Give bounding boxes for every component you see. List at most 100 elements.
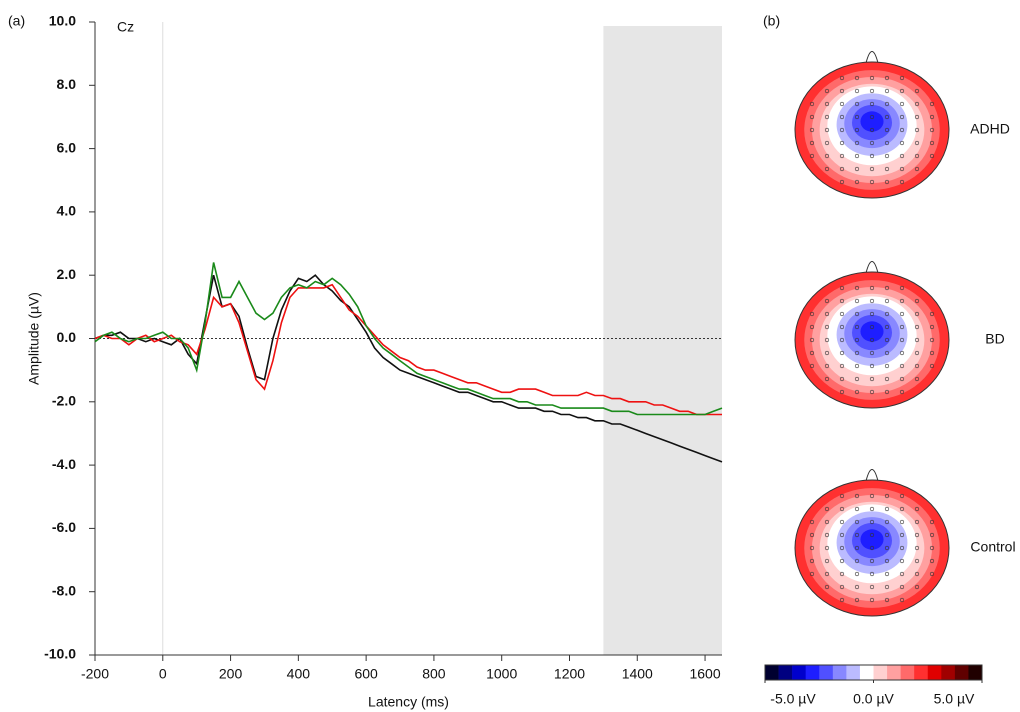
electrode	[854, 584, 860, 590]
electrode	[809, 324, 815, 330]
electrode	[914, 350, 920, 356]
head	[794, 479, 950, 617]
electrode	[914, 101, 920, 107]
electrode	[899, 75, 905, 81]
electrode	[854, 179, 860, 185]
electrode	[929, 114, 935, 120]
electrode	[914, 545, 920, 551]
electrode	[899, 179, 905, 185]
electrode	[809, 311, 815, 317]
y-tick-label: -10.0	[44, 646, 76, 662]
electrode	[824, 153, 830, 159]
y-tick-label: 10.0	[49, 13, 76, 29]
colorbar-label: 0.0 µV	[853, 691, 894, 707]
nose	[865, 469, 879, 482]
electrode	[809, 140, 815, 146]
x-axis-label: Latency (ms)	[368, 694, 449, 710]
electrode	[869, 140, 875, 146]
electrode	[869, 506, 875, 512]
electrode	[884, 101, 890, 107]
electrode	[809, 519, 815, 525]
x-tick-label: -200	[81, 666, 109, 682]
colorbar-step	[792, 665, 806, 680]
electrode	[809, 545, 815, 551]
electrode	[869, 389, 875, 395]
electrode	[899, 337, 905, 343]
electrode	[809, 114, 815, 120]
electrode	[914, 558, 920, 564]
electrode	[884, 493, 890, 499]
electrode	[884, 127, 890, 133]
y-tick-label: 6.0	[57, 139, 77, 155]
colorbar-step	[805, 665, 820, 680]
electrode	[899, 545, 905, 551]
electrode	[839, 597, 845, 603]
electrode	[899, 88, 905, 94]
electrode	[884, 311, 890, 317]
electrode	[809, 337, 815, 343]
electrode	[839, 140, 845, 146]
electrode	[824, 101, 830, 107]
electrode	[899, 324, 905, 330]
colorbar-step	[914, 665, 929, 680]
electrode	[839, 493, 845, 499]
electrode	[839, 532, 845, 538]
electrode	[914, 311, 920, 317]
panel-label: (b)	[763, 13, 780, 29]
colorbar-step	[900, 665, 915, 680]
electrode	[899, 101, 905, 107]
y-tick-label: -2.0	[52, 393, 76, 409]
waveform	[94, 262, 723, 416]
electrode	[899, 127, 905, 133]
electrode	[809, 127, 815, 133]
electrode	[839, 389, 845, 395]
electrode	[839, 324, 845, 330]
electrode	[809, 153, 815, 159]
electrode	[824, 166, 830, 172]
electrode	[839, 558, 845, 564]
electrode	[869, 545, 875, 551]
electrode	[869, 166, 875, 172]
electrode	[824, 506, 830, 512]
electrode	[839, 153, 845, 159]
electrode	[899, 311, 905, 317]
electrode	[884, 179, 890, 185]
electrode	[869, 114, 875, 120]
electrode	[884, 363, 890, 369]
y-axis-label: Amplitude (µV)	[26, 292, 42, 385]
colorbar-step	[819, 665, 834, 680]
electrode	[914, 584, 920, 590]
electrode	[899, 363, 905, 369]
electrode	[884, 519, 890, 525]
electrode	[824, 350, 830, 356]
electrode	[869, 558, 875, 564]
electrode	[869, 285, 875, 291]
electrode	[884, 597, 890, 603]
electrode	[869, 153, 875, 159]
colorbar-step	[968, 665, 983, 680]
electrode	[854, 298, 860, 304]
electrode	[839, 101, 845, 107]
electrode	[914, 166, 920, 172]
electrode	[929, 311, 935, 317]
electrode	[899, 506, 905, 512]
electrode	[899, 114, 905, 120]
electrode	[869, 101, 875, 107]
electrode	[869, 363, 875, 369]
electrode	[884, 337, 890, 343]
colorbar-label: 5.0 µV	[934, 691, 975, 707]
electrode	[884, 506, 890, 512]
electrode	[929, 153, 935, 159]
electrode	[899, 298, 905, 304]
electrode	[809, 532, 815, 538]
electrode	[884, 545, 890, 551]
electrode	[824, 558, 830, 564]
electrode	[854, 506, 860, 512]
electrode	[914, 140, 920, 146]
electrode	[884, 114, 890, 120]
electrode	[884, 140, 890, 146]
electrode	[914, 153, 920, 159]
electrode	[854, 153, 860, 159]
electrode	[899, 558, 905, 564]
electrode	[854, 571, 860, 577]
